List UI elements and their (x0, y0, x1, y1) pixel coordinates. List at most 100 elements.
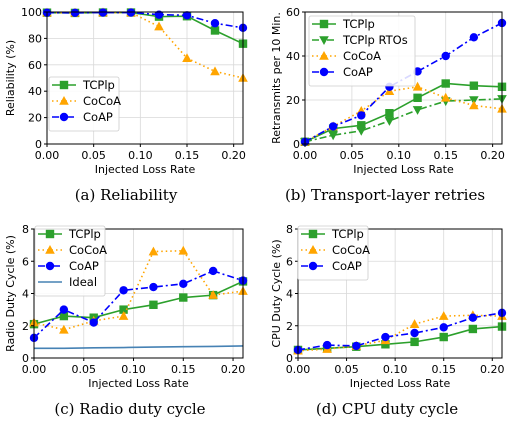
data-point (385, 109, 394, 118)
data-point (381, 332, 390, 342)
y-tick-label: 40 (286, 50, 300, 63)
x-axis-label: Injected Loss Rate (350, 377, 451, 390)
x-tick-label: 0.20 (221, 149, 246, 162)
y-tick-label: 0 (35, 138, 42, 151)
data-point (356, 127, 367, 136)
data-point (412, 106, 423, 115)
x-tick-label: 0.10 (387, 149, 412, 162)
chart-panel-4: 0 2 4 6 8 0.00 0.05 0.10 0.15 0.20 Injected Loss R… (270, 223, 507, 418)
series-coap (293, 308, 507, 355)
x-tick-label: 0.10 (121, 363, 146, 376)
legend-label: CoCoA (69, 243, 107, 257)
data-point (118, 311, 129, 320)
data-point (154, 10, 164, 19)
y-tick-label: 4 (22, 288, 29, 301)
x-tick-label: 0.05 (334, 363, 359, 376)
x-tick-label: 0.10 (383, 363, 408, 376)
y-axis-label: Reliability (%) (4, 40, 17, 116)
x-axis-label: Injected Loss Rate (88, 377, 189, 390)
x-tick-label: 0.20 (221, 363, 246, 376)
data-point (208, 290, 218, 299)
data-point (357, 111, 366, 120)
legend-marker (308, 261, 318, 271)
legend-label: TCPlp (82, 78, 115, 92)
x-tick-label: 0.20 (480, 149, 505, 162)
data-point (352, 341, 361, 351)
data-point (409, 319, 420, 328)
data-point (178, 245, 189, 255)
x-tick-label: 0.05 (72, 363, 97, 376)
data-point (468, 324, 478, 334)
data-point (126, 8, 136, 17)
x-tick-label: 0.00 (22, 363, 47, 376)
data-point (469, 81, 479, 90)
y-tick-label: 40 (28, 85, 42, 98)
series-line (46, 11, 244, 29)
data-point (119, 305, 128, 314)
legend-label: TCPlp RTOs (342, 33, 408, 47)
data-point (98, 8, 108, 17)
data-point (148, 246, 159, 256)
panel-caption: (d) CPU duty cycle (316, 400, 458, 418)
legend: TCPlp TCPlp RTOs CoCoA CoAP (308, 15, 416, 87)
y-tick-label: 20 (28, 112, 42, 125)
data-point (439, 332, 448, 342)
legend-label: CoCoA (332, 243, 370, 257)
data-point (208, 266, 218, 276)
data-point (357, 121, 366, 130)
x-tick-label: 0.05 (81, 149, 106, 162)
data-point (439, 323, 448, 332)
panel-caption: (c) Radio duty cycle (54, 400, 205, 418)
data-point (182, 53, 192, 62)
data-point (413, 93, 422, 102)
data-point (381, 340, 390, 349)
x-tick-label: 0.20 (480, 363, 505, 376)
x-tick-label: 0.15 (175, 149, 200, 162)
chart-panel-2: 0 20 40 60 0.00 0.05 0.10 0.15 0.20 Injected Loss… (270, 6, 507, 204)
data-point (149, 282, 158, 292)
series-line (33, 270, 244, 339)
legend-label: CoAP (332, 259, 362, 273)
data-point (469, 33, 479, 42)
y-tick-label: 20 (286, 94, 300, 107)
legend: TCPlp CoCoA CoAP Ideal (34, 225, 107, 297)
legend-marker (308, 245, 318, 254)
data-point (441, 51, 450, 61)
y-tick-label: 6 (22, 255, 29, 268)
data-point (70, 8, 80, 17)
x-tick-label: 0.10 (128, 149, 153, 162)
series-line (34, 345, 244, 350)
y-tick-label: 6 (286, 255, 293, 268)
data-point (119, 286, 128, 295)
y-axis-label: Retransmits per 10 Min. (270, 12, 283, 144)
x-tick-label: 0.00 (35, 149, 60, 162)
legend: TCPlp CoCoA CoAP (48, 76, 121, 132)
legend-marker (308, 229, 318, 239)
y-tick-label: 80 (28, 32, 42, 45)
panel-caption: (b) Transport-layer retries (285, 186, 485, 204)
y-axis-label: Radio Duty Cycle (%) (4, 235, 17, 352)
y-tick-label: 0 (22, 352, 29, 365)
x-tick-label: 0.00 (286, 363, 311, 376)
panel-caption: (a) Reliability (75, 186, 178, 204)
data-point (179, 279, 188, 289)
legend-marker (59, 80, 69, 90)
data-point (410, 328, 419, 338)
legend-marker (319, 19, 329, 29)
axes-frame (46, 11, 244, 145)
data-point (210, 66, 220, 76)
data-point (468, 313, 478, 322)
data-point (59, 324, 69, 334)
legend-label: TCPlp (331, 227, 364, 241)
series-cocoa (42, 7, 248, 82)
legend-label: CoAP (343, 65, 373, 79)
data-point (322, 340, 332, 350)
legend-marker (45, 229, 55, 239)
data-point (182, 11, 192, 20)
data-point (410, 337, 419, 347)
series-tcplp-rtos (300, 95, 507, 147)
legend-marker (319, 51, 329, 60)
series-line (304, 85, 503, 143)
series-ideal (34, 345, 244, 350)
y-tick-label: 100 (21, 6, 42, 19)
